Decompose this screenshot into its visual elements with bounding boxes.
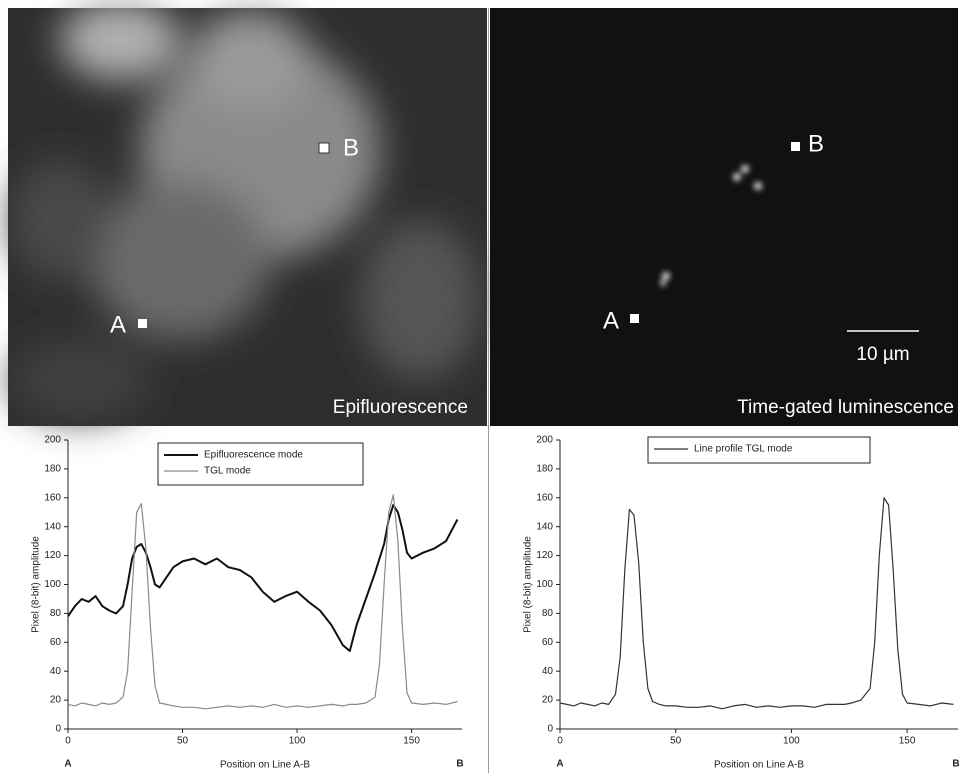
y-tick-label: 80 [50,608,62,619]
point-b-label: B [343,134,359,161]
y-tick-label: 200 [536,435,553,446]
x-tick-label: 0 [557,736,563,747]
y-tick-label: 40 [542,666,554,677]
x-tick-label: 50 [177,736,189,747]
image-caption: Epifluorescence [333,397,468,418]
y-tick-label: 200 [44,435,61,446]
x-tick-label: 150 [403,736,420,747]
epifluorescence-image: B A Epifluorescence [8,0,487,426]
x-start-label: A [556,759,563,770]
series-line [67,504,459,652]
y-tick-label: 20 [542,695,554,706]
x-start-label: A [64,759,71,770]
y-tick-label: 20 [50,695,62,706]
x-tick-label: 100 [783,736,800,747]
point-a-label: A [603,307,619,334]
y-tick-label: 120 [536,550,553,561]
legend-box [647,436,871,464]
y-tick-label: 160 [44,492,61,503]
y-tick-label: 40 [50,666,62,677]
y-tick-label: 100 [44,579,61,590]
y-tick-label: 140 [536,521,553,532]
y-axis-title: Pixel (8-bit) amplitude [31,536,42,633]
x-tick-label: 150 [899,736,916,747]
x-tick-label: 50 [670,736,682,747]
y-tick-label: 0 [55,724,61,735]
y-tick-label: 180 [44,464,61,475]
x-tick-label: 100 [289,736,306,747]
series-line [559,497,954,710]
x-tick-label: 0 [65,736,71,747]
y-tick-label: 140 [44,521,61,532]
y-tick-label: 60 [542,637,554,648]
x-axis-title: Position on Line A-B [220,760,310,771]
legend-label: Epifluorescence mode [204,450,303,461]
legend-label: Line profile TGL mode [694,444,793,455]
point-b-label: B [808,130,824,157]
y-tick-label: 60 [50,637,62,648]
y-tick-label: 160 [536,492,553,503]
y-tick-label: 120 [44,550,61,561]
scale-bar-label: 10 µm [856,344,909,365]
tgl-image: B A 10 µm Time-gated luminescence [490,8,958,426]
x-end-label: B [456,759,463,770]
image-caption: Time-gated luminescence [737,397,954,418]
y-tick-label: 180 [536,464,553,475]
x-end-label: B [952,759,959,770]
legend-label: TGL mode [204,466,251,477]
legend-box [157,442,364,486]
y-tick-label: 80 [542,608,554,619]
series-line [67,494,458,710]
x-axis-title: Position on Line A-B [714,760,804,771]
point-a-label: A [110,311,126,338]
y-axis-title: Pixel (8-bit) amplitude [523,536,534,633]
y-tick-label: 100 [536,579,553,590]
y-tick-label: 0 [547,724,553,735]
